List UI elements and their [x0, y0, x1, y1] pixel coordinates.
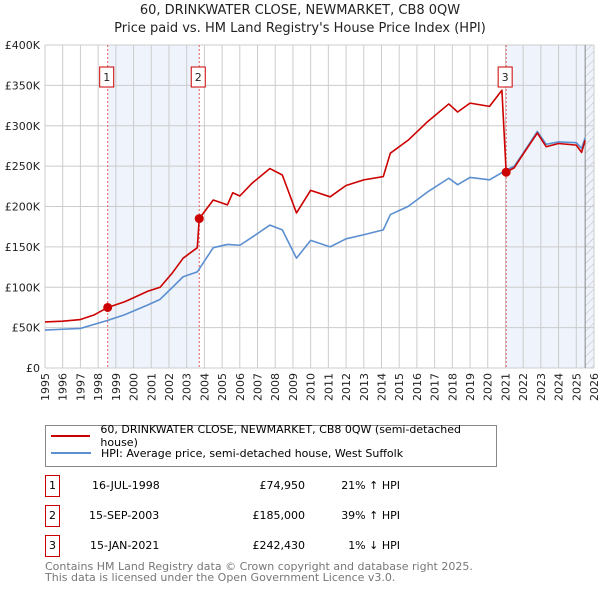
sale-number: 1: [45, 475, 60, 497]
legend-swatch-hpi: [51, 452, 91, 454]
x-tick-label: 2020: [482, 373, 495, 401]
x-tick-label: 2007: [252, 373, 265, 401]
x-tick-label: 2004: [198, 373, 211, 401]
x-tick-label: 2011: [322, 373, 335, 401]
sale-date: 15-SEP-2003: [89, 509, 160, 522]
x-tick-label: 2019: [464, 373, 477, 401]
x-tick-label: 2024: [553, 373, 566, 401]
sale-hpi: 21% ↑ HPI: [341, 479, 400, 492]
sale-row: 2 15-SEP-2003 £185,000 39% ↑ HPI: [45, 505, 445, 527]
x-tick-label: 2002: [163, 373, 176, 401]
x-tick-label: 2010: [305, 373, 318, 401]
sale-point: [501, 167, 511, 177]
x-tick-label: 1999: [110, 373, 123, 401]
y-tick-label: £200K: [5, 201, 41, 214]
x-tick-label: 2015: [393, 373, 406, 401]
sale-price: £185,000: [252, 509, 306, 522]
x-tick-label: 2021: [499, 373, 512, 401]
y-tick-label: £100K: [5, 281, 41, 294]
x-tick-label: 2014: [375, 373, 388, 401]
legend-swatch-property: [51, 435, 91, 437]
sale-label: 2: [195, 71, 202, 84]
x-tick-label: 2009: [287, 373, 300, 401]
x-tick-label: 1996: [57, 373, 70, 401]
y-tick-label: £50K: [12, 322, 41, 335]
property-price-line: [44, 89, 586, 323]
x-tick-label: 2017: [429, 373, 442, 401]
legend: 60, DRINKWATER CLOSE, NEWMARKET, CB8 0QW…: [45, 423, 497, 467]
legend-label-property: 60, DRINKWATER CLOSE, NEWMARKET, CB8 0QW…: [100, 423, 462, 449]
sale-row: 3 15-JAN-2021 £242,430 1% ↓ HPI: [45, 535, 445, 557]
sale-row: 1 16-JUL-1998 £74,950 21% ↑ HPI: [45, 475, 445, 497]
sale-number: 2: [45, 505, 60, 527]
sale-price: £74,950: [259, 479, 306, 492]
sale-date: 15-JAN-2021: [90, 539, 160, 552]
sale-label-box: [99, 66, 115, 88]
x-tick-label: 2013: [358, 373, 371, 401]
chart-title: 60, DRINKWATER CLOSE, NEWMARKET, CB8 0QW: [139, 3, 461, 18]
sale-price: £242,430: [252, 539, 306, 552]
sale-number: 3: [45, 535, 60, 557]
y-tick-label: £0: [26, 362, 40, 375]
x-tick-label: 1997: [74, 373, 87, 401]
x-tick-label: 2005: [216, 373, 229, 401]
x-tick-label: 2018: [446, 373, 459, 401]
x-tick-label: 1995: [39, 373, 52, 401]
y-tick-label: £350K: [5, 79, 41, 92]
x-tick-label: 2025: [570, 373, 583, 401]
y-tick-label: £250K: [5, 160, 41, 173]
sale-hpi: 39% ↑ HPI: [341, 509, 400, 522]
sale-date: 16-JUL-1998: [92, 479, 160, 492]
sale-hpi: 1% ↓ HPI: [348, 539, 400, 552]
sale-point: [194, 214, 204, 224]
sale-label: 3: [502, 71, 509, 84]
y-tick-label: £300K: [5, 120, 41, 133]
x-tick-label: 1998: [92, 373, 105, 401]
x-tick-label: 2022: [517, 373, 530, 401]
x-tick-label: 2016: [411, 373, 424, 401]
footer-licence: This data is licensed under the Open Gov…: [45, 571, 396, 584]
x-tick-label: 2008: [269, 373, 282, 401]
x-tick-label: 2003: [181, 373, 194, 401]
x-tick-label: 2026: [588, 373, 600, 401]
y-tick-label: £150K: [5, 241, 41, 254]
x-tick-label: 2000: [128, 373, 141, 401]
plot-area: 1995 1996 1997 1998 1999 2000 2001 2002 2003 2004…: [5, 39, 600, 401]
x-tick-label: 2023: [535, 373, 548, 401]
footer-copyright: Contains HM Land Registry data © Crown c…: [45, 560, 473, 573]
sale-label-box: [190, 66, 206, 88]
sale-label: 1: [103, 71, 110, 84]
x-tick-label: 2006: [234, 373, 247, 401]
x-tick-label: 2012: [340, 373, 353, 401]
y-tick-label: £400K: [5, 39, 41, 52]
chart-subtitle: Price paid vs. HM Land Registry's House …: [114, 21, 486, 36]
sale-label-box: [497, 66, 513, 88]
legend-label-hpi: HPI: Average price, semi-detached house,…: [101, 446, 404, 460]
x-tick-label: 2001: [145, 373, 158, 401]
sale-point: [103, 302, 113, 312]
